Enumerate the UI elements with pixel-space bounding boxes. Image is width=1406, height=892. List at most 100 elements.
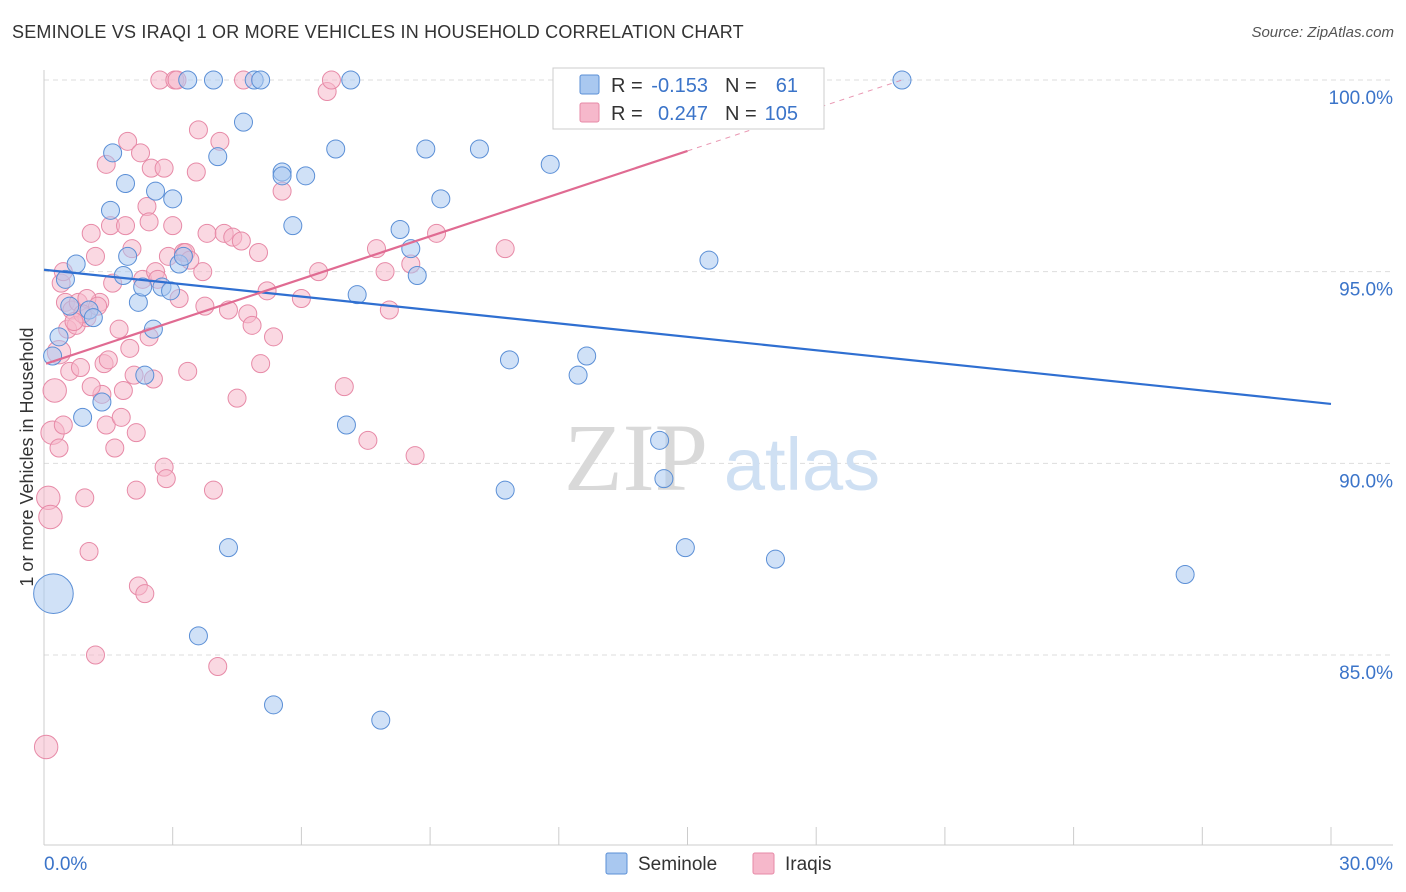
seminole-point [264, 695, 284, 715]
iraqis-point [109, 319, 129, 339]
tick-labels: 100.0% 95.0% 90.0% 85.0% 0.0% 30.0% [44, 88, 1393, 875]
iraqis-point [495, 239, 515, 259]
seminole-point [371, 710, 391, 730]
seminole-point [100, 200, 120, 220]
seminole-point [251, 70, 271, 90]
seminole-point [336, 415, 356, 435]
seminole-point [163, 189, 183, 209]
seminole-point [218, 538, 238, 558]
legend-iraqis-swatch [752, 852, 775, 875]
iraqis-point [116, 216, 136, 236]
seminole-point [161, 281, 181, 301]
x-tick-label: 0.0% [44, 854, 87, 875]
seminole-n-value: 61 [776, 75, 798, 97]
iraqis-point [154, 158, 174, 178]
y-tick-label: 95.0% [1339, 280, 1393, 301]
iraqis-point [85, 246, 105, 266]
seminole-point [296, 166, 316, 186]
seminole-point [699, 250, 719, 270]
iraqis-point [111, 407, 131, 427]
iraqis-point [98, 350, 118, 370]
seminole-point [407, 266, 427, 285]
iraqis-point [49, 438, 69, 458]
legend-seminole-swatch [605, 852, 628, 875]
iraqis-point [156, 469, 176, 489]
seminole-trend-line [43, 268, 1332, 406]
seminole-point [33, 573, 74, 614]
seminole-point [892, 70, 912, 90]
iraqis-point [208, 657, 228, 676]
seminole-point [499, 350, 519, 370]
iraqis-point [227, 388, 247, 408]
iraqis-point [193, 262, 213, 282]
seminole-points [33, 70, 1195, 730]
iraqis-point [126, 480, 146, 500]
iraqis-point [85, 645, 105, 665]
iraqis-point [188, 120, 208, 140]
iraqis-point [379, 300, 399, 320]
source-label: Source: ZipAtlas.com [1251, 24, 1394, 41]
y-tick-label: 90.0% [1339, 471, 1393, 492]
iraqis-point [131, 143, 151, 163]
iraqis-point [321, 70, 341, 90]
iraqis-point [126, 423, 146, 443]
seminole-r-label: R = [611, 75, 643, 97]
seminole-point [675, 538, 695, 558]
seminole-point [765, 549, 785, 569]
iraqis-point [178, 361, 198, 381]
iraqis-point [358, 430, 378, 450]
stats-legend: R = -0.153 N = 61 R = 0.247 N = 105 [552, 67, 825, 130]
seminole-point [233, 112, 253, 132]
seminole-point [540, 154, 560, 174]
seminole-point [66, 254, 86, 274]
iraqis-point [120, 338, 140, 358]
iraqis-trend-line [45, 149, 688, 365]
seminole-point [416, 139, 436, 159]
iraqis-point [81, 377, 101, 397]
zipatlas-watermark: ZIP atlas [564, 404, 880, 511]
iraqis-swatch [579, 102, 600, 123]
seminole-point [390, 220, 410, 239]
seminole-n-label: N = [725, 75, 757, 97]
seminole-point [146, 181, 166, 201]
seminole-point [92, 392, 112, 412]
iraqis-point [113, 381, 133, 400]
iraqis-point [163, 216, 183, 236]
x-tick-label: 30.0% [1339, 854, 1393, 875]
seminole-point [113, 266, 133, 285]
seminole-point [431, 189, 451, 209]
iraqis-point [309, 262, 329, 282]
seminole-point [116, 174, 136, 193]
y-tick-label: 100.0% [1329, 88, 1394, 109]
watermark-zip: ZIP [564, 404, 708, 511]
seminole-point [73, 407, 93, 427]
seminole-point [654, 469, 674, 489]
iraqis-point [139, 212, 159, 232]
seminole-point [469, 139, 489, 159]
iraqis-point [135, 584, 155, 604]
iraqis-point [38, 504, 63, 530]
legend-seminole-label: Seminole [638, 854, 717, 875]
iraqis-point [375, 262, 395, 282]
seminole-point [49, 327, 69, 347]
iraqis-point [197, 223, 217, 243]
iraqis-point [53, 415, 73, 435]
seminole-point [326, 139, 346, 159]
seminole-point [495, 480, 515, 500]
y-tick-label: 85.0% [1339, 663, 1393, 684]
iraqis-point [105, 438, 125, 458]
seminole-r-value: -0.153 [651, 75, 708, 97]
iraqis-point [242, 315, 262, 335]
seminole-point [83, 308, 103, 328]
iraqis-point [251, 354, 271, 374]
chart-title: SEMINOLE VS IRAQI 1 OR MORE VEHICLES IN … [12, 22, 744, 42]
iraqis-point [291, 289, 311, 308]
seminole-point [1175, 565, 1195, 584]
seminole-point [178, 70, 198, 90]
iraqis-point [75, 488, 95, 508]
iraqis-point [33, 734, 59, 760]
iraqis-point [249, 243, 268, 262]
seminole-point [103, 143, 123, 163]
seminole-point [208, 147, 228, 167]
